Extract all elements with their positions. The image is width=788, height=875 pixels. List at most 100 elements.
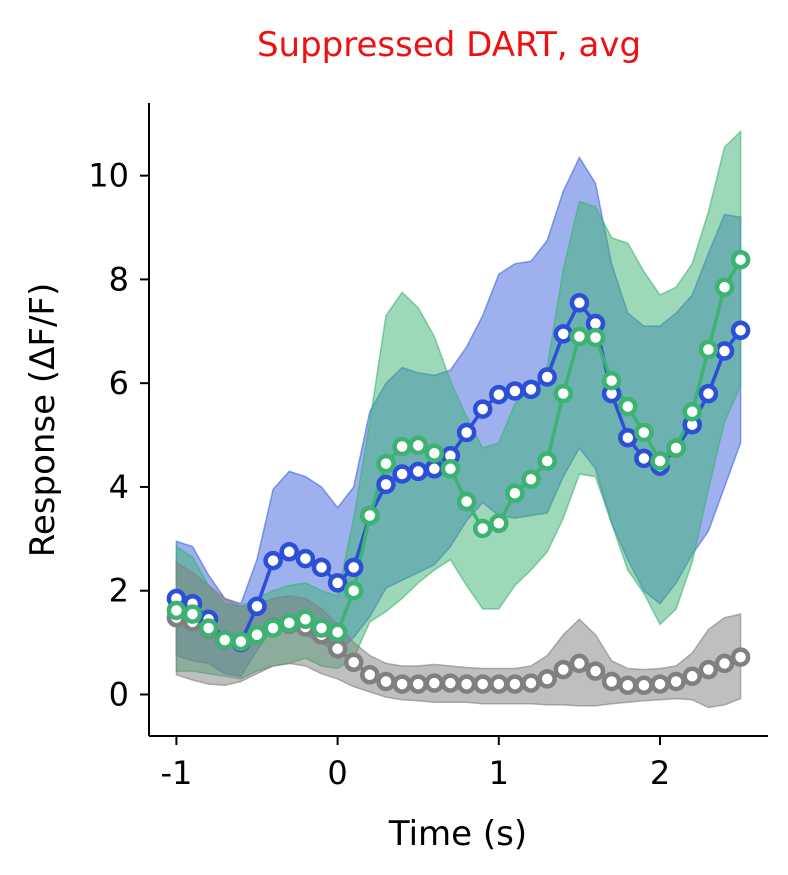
data-point-1-22 bbox=[521, 469, 541, 489]
data-point-1-10 bbox=[327, 622, 348, 642]
data-point-1-6 bbox=[263, 618, 283, 638]
data-point-1-20 bbox=[489, 513, 509, 534]
y-axis-label: Response (ΔF/F) bbox=[23, 283, 63, 557]
data-point-0-35 bbox=[730, 320, 751, 341]
data-point-0-15 bbox=[408, 461, 428, 482]
data-point-1-15 bbox=[408, 435, 428, 456]
data-point-2-31 bbox=[666, 671, 686, 692]
data-point-1-34 bbox=[714, 277, 735, 297]
data-point-2-17 bbox=[440, 673, 461, 693]
data-point-1-9 bbox=[311, 618, 332, 638]
data-point-2-11 bbox=[343, 652, 364, 673]
data-point-2-13 bbox=[376, 671, 396, 692]
data-point-2-23 bbox=[537, 669, 557, 689]
data-point-1-28 bbox=[618, 396, 638, 417]
data-point-1-33 bbox=[698, 339, 719, 360]
x-axis-label: Time (s) bbox=[388, 814, 527, 854]
data-point-2-19 bbox=[472, 674, 493, 694]
data-point-0-13 bbox=[376, 474, 396, 495]
data-point-1-4 bbox=[231, 631, 251, 652]
data-point-1-14 bbox=[392, 436, 412, 457]
data-point-1-25 bbox=[569, 326, 590, 347]
data-point-0-19 bbox=[472, 399, 493, 419]
data-point-0-5 bbox=[247, 596, 267, 617]
y-tick-label: 6 bbox=[109, 364, 129, 402]
data-point-2-33 bbox=[698, 659, 719, 680]
data-point-2-35 bbox=[730, 647, 751, 667]
data-point-2-16 bbox=[424, 673, 445, 693]
data-point-1-31 bbox=[666, 438, 686, 458]
x-tick-label: 1 bbox=[489, 754, 509, 792]
data-point-2-29 bbox=[634, 675, 654, 695]
data-point-2-28 bbox=[618, 675, 638, 695]
data-point-1-13 bbox=[376, 453, 396, 474]
data-point-0-33 bbox=[698, 383, 719, 404]
data-point-0-28 bbox=[618, 427, 638, 448]
y-tick-label: 10 bbox=[88, 157, 129, 195]
data-point-0-8 bbox=[295, 548, 316, 569]
error-bands bbox=[175, 129, 742, 709]
y-tick-label: 4 bbox=[109, 468, 129, 506]
data-point-0-23 bbox=[537, 367, 557, 387]
data-point-0-10 bbox=[327, 573, 348, 593]
data-point-0-24 bbox=[553, 324, 574, 344]
data-point-2-12 bbox=[360, 665, 380, 685]
data-point-2-24 bbox=[553, 659, 574, 680]
data-point-2-22 bbox=[521, 673, 541, 693]
data-point-0-16 bbox=[424, 459, 445, 479]
data-point-1-0 bbox=[166, 600, 187, 621]
data-point-0-20 bbox=[489, 384, 509, 405]
x-tick-label: 0 bbox=[327, 754, 347, 792]
data-point-1-35 bbox=[730, 249, 751, 270]
data-point-2-15 bbox=[408, 674, 428, 694]
data-point-1-29 bbox=[634, 422, 654, 443]
y-tick-label: 8 bbox=[109, 260, 129, 298]
data-point-1-11 bbox=[343, 580, 364, 601]
data-point-0-29 bbox=[634, 448, 654, 469]
data-point-2-20 bbox=[489, 674, 509, 694]
data-point-0-6 bbox=[263, 550, 283, 571]
data-point-2-25 bbox=[569, 653, 590, 674]
data-point-2-30 bbox=[650, 674, 670, 694]
data-point-0-22 bbox=[521, 379, 541, 400]
data-point-1-3 bbox=[215, 630, 235, 650]
data-point-2-32 bbox=[682, 666, 702, 687]
data-point-0-34 bbox=[714, 341, 735, 361]
x-axis-ticks: -1 0 1 2 bbox=[160, 736, 670, 792]
data-point-2-21 bbox=[505, 674, 525, 694]
data-point-1-24 bbox=[553, 383, 574, 404]
data-point-0-21 bbox=[505, 381, 525, 401]
data-point-1-32 bbox=[682, 401, 702, 422]
data-point-1-1 bbox=[182, 604, 203, 624]
data-point-1-21 bbox=[505, 483, 525, 503]
data-point-2-26 bbox=[585, 661, 606, 681]
data-point-0-7 bbox=[279, 542, 299, 562]
data-point-2-10 bbox=[327, 639, 348, 659]
data-point-1-8 bbox=[295, 609, 316, 630]
y-axis-ticks: 0 2 4 6 8 10 bbox=[88, 157, 149, 713]
data-point-1-2 bbox=[198, 618, 219, 638]
data-point-2-18 bbox=[456, 674, 477, 694]
data-point-1-17 bbox=[440, 459, 461, 479]
data-point-0-11 bbox=[343, 557, 364, 578]
data-point-0-25 bbox=[569, 293, 590, 313]
y-tick-label: 0 bbox=[109, 675, 129, 713]
series-markers bbox=[166, 249, 751, 695]
data-point-1-23 bbox=[537, 451, 557, 471]
data-point-1-5 bbox=[247, 625, 267, 645]
data-point-2-34 bbox=[714, 653, 735, 674]
data-point-1-30 bbox=[650, 451, 670, 471]
data-point-1-27 bbox=[601, 370, 622, 391]
data-point-1-18 bbox=[456, 491, 477, 512]
data-point-1-19 bbox=[472, 518, 493, 539]
y-tick-label: 2 bbox=[109, 572, 129, 610]
data-point-1-26 bbox=[585, 327, 606, 348]
data-point-2-14 bbox=[392, 674, 412, 694]
data-point-1-12 bbox=[360, 505, 380, 526]
data-point-0-14 bbox=[392, 464, 412, 484]
x-tick-label: 2 bbox=[650, 754, 670, 792]
data-point-1-7 bbox=[279, 613, 299, 633]
data-point-0-18 bbox=[456, 422, 477, 443]
